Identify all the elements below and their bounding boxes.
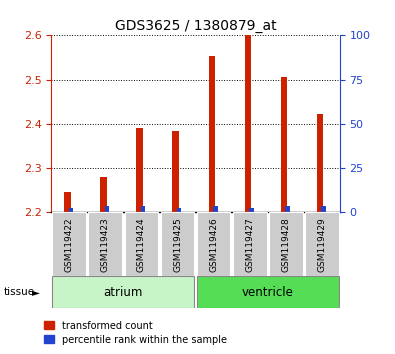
Bar — [197, 276, 339, 308]
Text: GSM119425: GSM119425 — [173, 217, 182, 272]
Bar — [64, 193, 71, 212]
Text: GSM119422: GSM119422 — [65, 217, 74, 272]
Legend: transformed count, percentile rank within the sample: transformed count, percentile rank withi… — [44, 321, 227, 345]
Bar — [88, 212, 122, 276]
Text: ventricle: ventricle — [242, 286, 293, 298]
Bar — [245, 35, 251, 212]
Bar — [105, 206, 109, 212]
Text: GSM119428: GSM119428 — [281, 217, 290, 272]
Bar — [177, 208, 181, 212]
Bar — [124, 212, 158, 276]
Bar — [160, 212, 194, 276]
Bar — [53, 212, 87, 276]
Bar — [249, 208, 254, 212]
Text: GSM119424: GSM119424 — [137, 217, 146, 272]
Bar — [209, 56, 215, 212]
Bar — [100, 177, 107, 212]
Bar — [213, 206, 218, 212]
Bar — [173, 131, 179, 212]
Bar — [233, 212, 267, 276]
Bar — [141, 206, 145, 212]
Bar — [280, 78, 287, 212]
Bar — [269, 212, 303, 276]
Text: ►: ► — [32, 287, 40, 297]
Bar — [53, 276, 194, 308]
Text: tissue: tissue — [4, 287, 35, 297]
Text: GSM119426: GSM119426 — [209, 217, 218, 272]
Text: GSM119427: GSM119427 — [245, 217, 254, 272]
Bar — [69, 208, 73, 212]
Text: atrium: atrium — [104, 286, 143, 298]
Title: GDS3625 / 1380879_at: GDS3625 / 1380879_at — [115, 19, 276, 33]
Bar — [317, 114, 323, 212]
Text: GSM119429: GSM119429 — [317, 217, 326, 272]
Bar — [197, 212, 231, 276]
Text: GSM119423: GSM119423 — [101, 217, 110, 272]
Bar — [285, 206, 290, 212]
Bar — [305, 212, 339, 276]
Bar — [136, 128, 143, 212]
Bar — [321, 206, 325, 212]
